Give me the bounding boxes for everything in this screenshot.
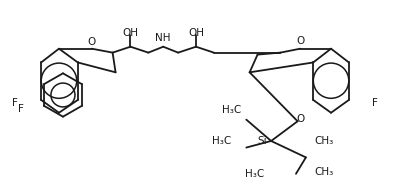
Text: F: F [12,98,18,108]
Text: Si: Si [257,136,267,146]
Text: O: O [296,36,305,46]
Text: F: F [372,98,378,108]
Text: O: O [296,114,305,124]
Text: NH: NH [156,33,171,43]
Text: OH: OH [123,28,138,38]
Text: H₃C: H₃C [222,105,241,115]
Text: H₃C: H₃C [212,136,231,146]
Text: OH: OH [188,28,204,38]
Text: O: O [88,37,96,47]
Text: CH₃: CH₃ [314,136,334,146]
Text: F: F [18,104,24,114]
Text: CH₃: CH₃ [314,167,334,177]
Text: H₃C: H₃C [245,169,264,179]
